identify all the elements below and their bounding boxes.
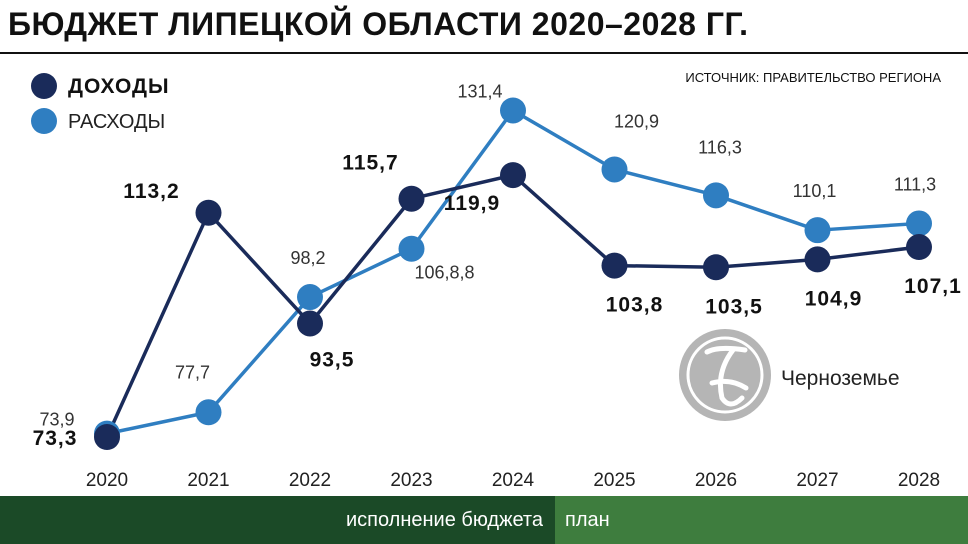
data-label-expenses: 106,8,8 (414, 263, 474, 283)
data-point-income (297, 310, 323, 337)
data-point-income (195, 199, 222, 226)
data-label-income: 115,7 (342, 152, 398, 175)
data-label-expenses: 116,3 (698, 137, 742, 157)
data-point-income (906, 234, 932, 261)
execution-period-bar: исполнение бюджета (0, 496, 555, 544)
data-label-income: 73,3 (33, 427, 78, 450)
data-point-expenses (398, 235, 425, 262)
x-tick-label: 2027 (796, 470, 838, 491)
x-tick-label: 2023 (390, 470, 432, 491)
data-point-income (94, 424, 120, 450)
data-label-income: 107,1 (904, 275, 962, 298)
data-point-expenses (804, 217, 831, 244)
data-label-income: 104,9 (805, 287, 863, 310)
data-point-income (601, 252, 628, 279)
data-point-income (500, 162, 526, 189)
legend-label-income: ДОХОДЫ (68, 75, 170, 98)
x-tick-label: 2020 (86, 470, 128, 491)
brand-name: Черноземье (781, 367, 900, 390)
source-note: ИСТОЧНИК: ПРАВИТЕЛЬСТВО РЕГИОНА (685, 70, 941, 85)
title-divider (0, 52, 968, 54)
x-tick-label: 2024 (492, 470, 535, 491)
data-label-income: 103,8 (606, 294, 664, 317)
x-tick-label: 2025 (593, 470, 635, 491)
x-tick-label: 2021 (187, 470, 229, 491)
plan-period-label: план (565, 508, 610, 531)
data-label-income: 119,9 (444, 192, 500, 215)
data-label-expenses: 131,4 (457, 81, 502, 101)
data-label-income: 103,5 (705, 295, 763, 318)
data-point-expenses (601, 156, 628, 183)
legend-label-expenses: РАСХОДЫ (68, 111, 165, 133)
data-point-expenses (703, 182, 729, 209)
data-point-expenses (500, 97, 526, 124)
data-label-expenses: 73,9 (39, 410, 74, 430)
data-point-income (398, 185, 425, 212)
chernozemye-logo-icon (679, 329, 771, 421)
x-tick-label: 2026 (695, 470, 737, 491)
data-label-expenses: 111,3 (894, 174, 936, 194)
data-label-income: 113,2 (123, 180, 179, 203)
plan-period-bar: план (555, 496, 968, 544)
data-label-expenses: 77,7 (175, 362, 210, 382)
data-point-expenses (297, 284, 323, 311)
x-tick-label: 2022 (289, 470, 331, 491)
data-label-income: 93,5 (310, 348, 355, 371)
data-point-expenses (906, 210, 932, 237)
legend-marker-expenses (31, 108, 57, 134)
data-label-expenses: 110,1 (793, 181, 837, 201)
legend-marker-income (31, 73, 57, 99)
series-line-income (105, 173, 920, 438)
data-point-income (804, 246, 831, 273)
data-point-expenses (195, 399, 222, 426)
data-point-income (703, 254, 729, 281)
x-tick-label: 2028 (898, 470, 940, 491)
data-label-expenses: 120,9 (614, 111, 659, 131)
line-chart: 2020 2021 2022 2023 2024 2025 2026 2027 2028 73,3… (31, 70, 962, 491)
data-label-expenses: 98,2 (290, 248, 325, 268)
chart-title: БЮДЖЕТ ЛИПЕЦКОЙ ОБЛАСТИ 2020–2028 ГГ. (8, 6, 749, 42)
execution-period-label: исполнение бюджета (345, 508, 543, 531)
